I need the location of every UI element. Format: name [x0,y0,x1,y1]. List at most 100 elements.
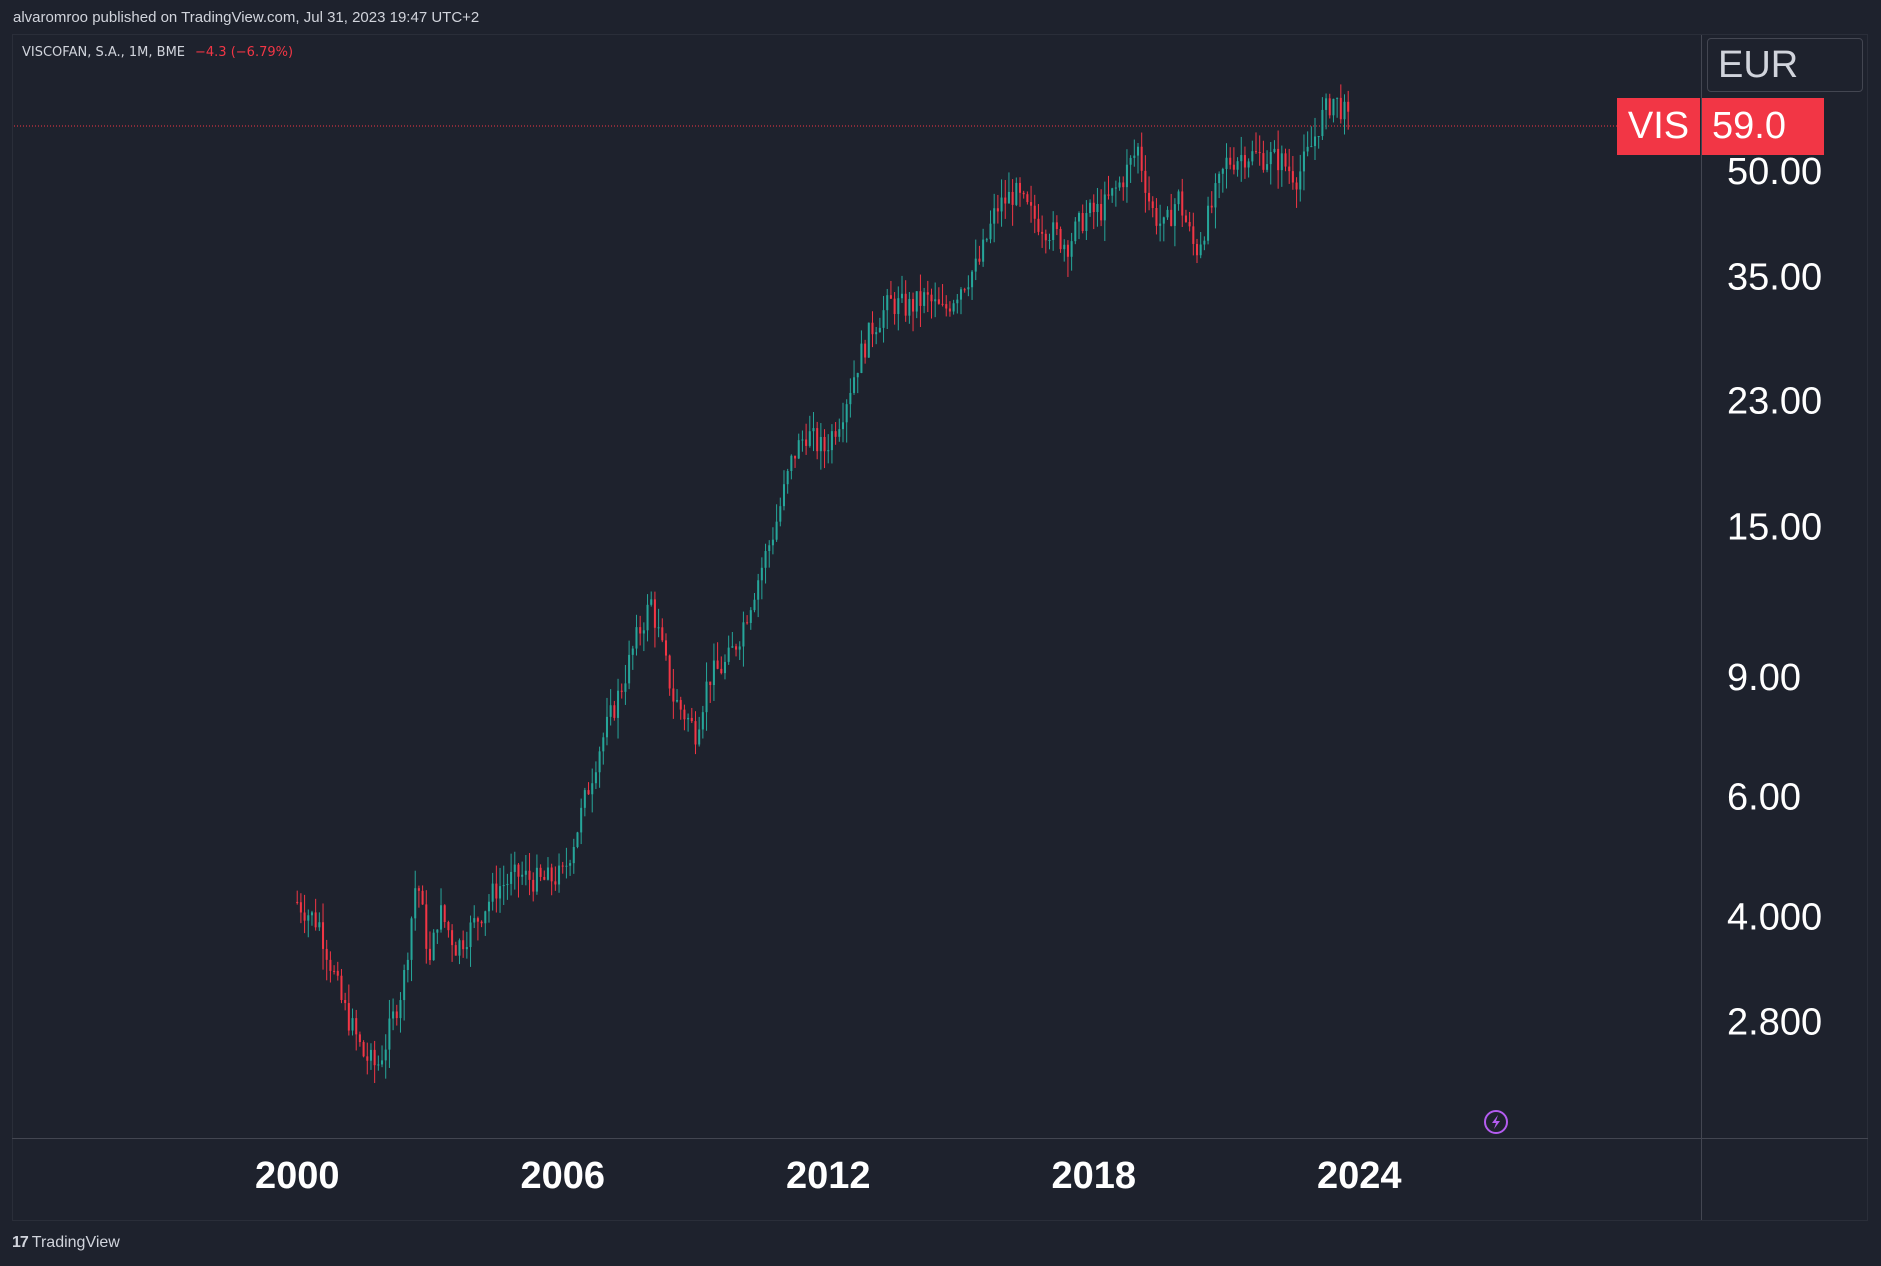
candle-body [764,551,767,568]
candle-body [550,867,553,882]
candle-body [598,751,601,773]
candle-body [749,610,752,623]
candle-body [561,865,564,867]
candle-body [856,372,859,378]
candle-body [303,912,306,921]
candle-body [1004,197,1007,204]
candle-body [834,431,837,437]
candle-body [613,705,616,718]
candle-body [1037,218,1040,232]
candle-body [1284,153,1287,167]
candle-body [878,327,881,333]
candle-body [392,1011,395,1019]
tradingview-footer[interactable]: 17 TradingView [12,1234,120,1252]
candle-body [1133,155,1136,158]
candle-body [808,431,811,446]
candle-body [487,901,490,912]
candle-body [657,627,660,629]
candle-body [653,599,656,628]
candle-body [1258,152,1261,154]
x-tick-label: 2012 [786,1155,871,1197]
candle-body [746,622,749,624]
candle-body [701,712,704,730]
candle-body [399,1000,402,1019]
candle-body [1302,151,1305,172]
candle-body [428,948,431,961]
candle-body [491,883,494,902]
lightning-icon[interactable] [1484,1110,1508,1134]
candle-body [1033,205,1036,219]
candle-body [805,439,808,446]
candle-body [698,729,701,745]
y-axis: 50.00 35.00 23.00 15.00 9.00 6.00 4.000 2.800 [1727,151,1822,1043]
candle-body [417,888,420,891]
candle-body [1100,203,1103,221]
candle-body [462,940,465,950]
candle-body [539,867,542,877]
y-tick-label: 9.00 [1727,657,1801,699]
candle-body [1118,182,1121,188]
candle-body [679,700,682,710]
candle-body [329,959,332,971]
candle-body [440,905,443,930]
candle-body [1096,203,1099,213]
candle-body [952,303,955,312]
candle-body [1136,146,1140,156]
candle-body [687,717,690,720]
candle-body [1229,157,1232,165]
candle-body [830,431,833,451]
currency-button[interactable]: EUR [1707,38,1863,92]
candle-body [1026,194,1029,203]
candle-body [819,436,822,452]
candle-body [723,661,726,674]
candle-body [1254,151,1258,153]
candle-body [1243,155,1246,168]
candle-body [1299,171,1302,190]
candle-body [513,864,516,872]
candle-body [583,790,586,808]
candle-body [546,867,549,880]
candle-body [1321,109,1324,137]
candle-body [384,1049,387,1061]
candle-body [978,258,981,262]
candle-body [1199,244,1202,256]
candle-body [1166,209,1169,218]
candle-body [1074,221,1077,242]
candle-body [1221,168,1224,174]
candle-body [631,648,634,655]
candle-body [1214,183,1217,208]
legend-title: VISCOFAN, S.A., 1M, BME [22,45,186,60]
candle-body [672,688,675,702]
candle-body [1188,221,1191,227]
candle-body [609,705,612,717]
candle-body [1030,202,1033,206]
candle-body [347,1003,350,1031]
candle-body [1125,164,1128,188]
candle-body [786,471,789,485]
candle-body [668,655,671,689]
candle-body [731,646,734,648]
candle-body [709,681,712,686]
candle-body [838,429,841,437]
candle-body [1000,197,1003,212]
candle-body [1336,97,1339,99]
candle-body [1207,205,1210,241]
candle-body [458,940,461,956]
candle-body [1295,182,1298,190]
candle-body [532,879,535,892]
candle-body [1269,152,1272,165]
x-tick-label: 2024 [1317,1155,1402,1197]
candle-body [476,918,479,922]
candle-body [934,299,937,302]
candle-body [867,322,870,358]
candle-body [1195,243,1199,256]
candle-body [849,392,852,405]
candle-body [1203,240,1206,245]
candle-body [1151,201,1154,208]
price-axis-divider [1701,35,1702,1220]
candle-body [716,660,719,669]
candle-body [720,668,723,674]
candle-body [945,304,948,309]
candle-body [1007,191,1010,204]
